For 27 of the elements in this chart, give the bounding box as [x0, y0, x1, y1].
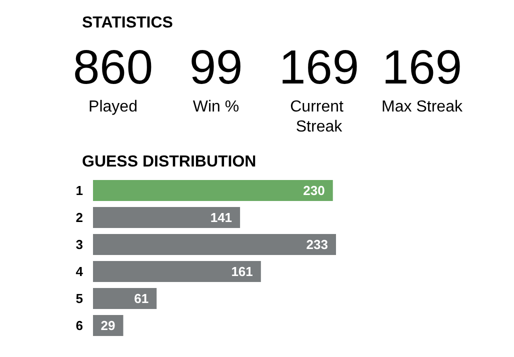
- data-label: 860: [72, 42, 154, 94]
- y-tick-label: 1: [76, 183, 83, 198]
- bar: [93, 261, 261, 282]
- data-label: 61: [134, 291, 149, 306]
- y-tick-label: 2: [76, 210, 83, 225]
- bar: [93, 180, 333, 201]
- data-label: 29: [100, 318, 116, 333]
- data-label: 161: [231, 264, 253, 279]
- data-label: 169: [278, 42, 360, 94]
- category-label: Current Streak: [290, 98, 348, 136]
- y-tick-label: 6: [76, 318, 83, 333]
- bar: [93, 234, 336, 255]
- text: STATISTICS: [82, 14, 174, 32]
- data-label: 230: [303, 183, 325, 198]
- category-label: Max Streak: [382, 98, 464, 116]
- category-label: Played: [88, 98, 138, 116]
- chart-title: GUESS DISTRIBUTION: [82, 154, 256, 170]
- data-label: 99: [189, 42, 243, 94]
- data-label: 141: [210, 210, 232, 225]
- y-tick-label: 5: [76, 291, 83, 306]
- bar: [93, 207, 240, 228]
- category-label: Win %: [192, 98, 240, 116]
- data-label: 169: [382, 42, 462, 94]
- data-label: 233: [306, 237, 328, 252]
- y-tick-label: 4: [76, 264, 84, 279]
- bar: [93, 288, 157, 309]
- y-tick-label: 3: [76, 237, 83, 252]
